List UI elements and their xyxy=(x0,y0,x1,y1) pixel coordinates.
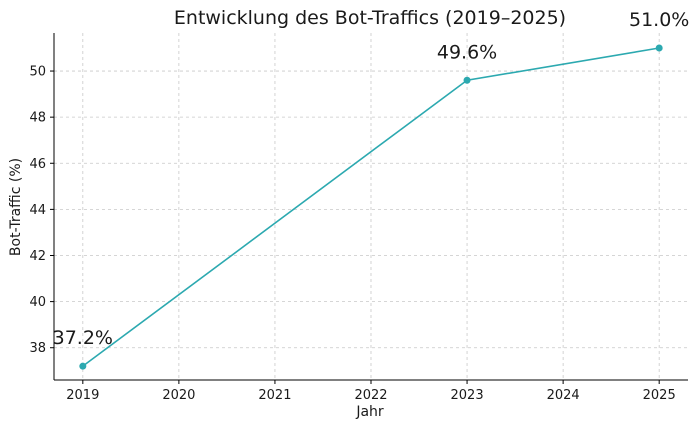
x-tick-label-2022: 2022 xyxy=(354,388,387,403)
y-tick-label-42: 42 xyxy=(29,249,46,264)
grid-lines xyxy=(54,33,688,380)
data-point-2023 xyxy=(463,76,471,84)
x-tick-label-2019: 2019 xyxy=(66,388,99,403)
x-axis-label: Jahr xyxy=(355,404,384,420)
y-tick-label-40: 40 xyxy=(29,295,46,310)
y-axis-label: Bot-Traffic (%) xyxy=(8,158,24,256)
tick-labels: 2019 2020 2021 2022 2023 2024 2025 38 40 42 44 46 48… xyxy=(29,65,675,403)
series-bot-traffic xyxy=(79,44,663,370)
y-tick-label-48: 48 xyxy=(29,111,46,126)
x-tick-label-2020: 2020 xyxy=(162,388,195,403)
x-tick-label-2025: 2025 xyxy=(643,388,676,403)
chart-title: Entwicklung des Bot-Traffics (2019–2025) xyxy=(174,7,566,29)
y-tick-label-50: 50 xyxy=(29,65,46,80)
data-point-2025 xyxy=(655,44,663,52)
data-label-2023: 49.6% xyxy=(437,41,497,63)
y-tick-label-44: 44 xyxy=(29,203,46,218)
y-tick-label-46: 46 xyxy=(29,157,46,172)
data-point-2019 xyxy=(79,362,87,370)
data-label-2025: 51.0% xyxy=(629,9,689,31)
x-tick-label-2021: 2021 xyxy=(258,388,291,403)
data-labels: 37.2% 49.6% 51.0% xyxy=(53,9,690,349)
x-tick-label-2024: 2024 xyxy=(547,388,580,403)
x-tick-label-2023: 2023 xyxy=(451,388,484,403)
y-tick-label-38: 38 xyxy=(29,341,46,356)
data-label-2019: 37.2% xyxy=(53,327,113,349)
